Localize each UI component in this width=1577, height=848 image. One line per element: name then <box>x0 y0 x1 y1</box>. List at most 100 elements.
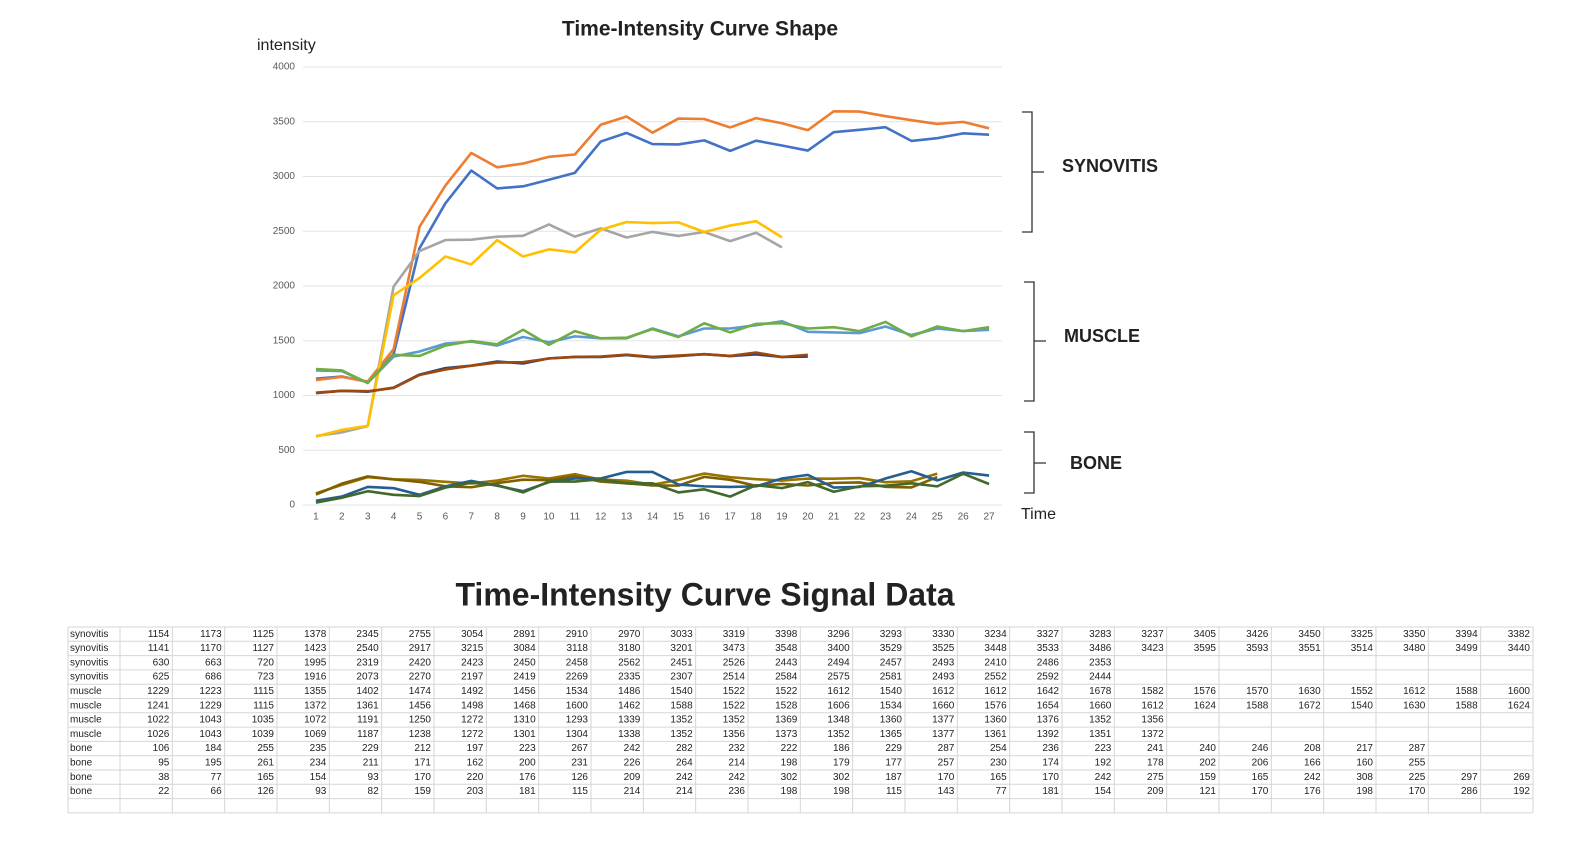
bracket <box>1024 431 1046 494</box>
table-cell: 115 <box>572 786 588 797</box>
table-cell: 198 <box>781 786 798 797</box>
table-cell: 2451 <box>670 657 693 668</box>
table-cell: 1540 <box>670 686 693 697</box>
series-line <box>315 472 938 495</box>
table-cell: 1576 <box>1194 686 1217 697</box>
table-cell: 3054 <box>461 629 484 640</box>
table-cell: 1624 <box>1194 700 1217 711</box>
table-cell: 211 <box>363 757 379 768</box>
table-cell: 223 <box>1095 743 1112 754</box>
table-cell: 261 <box>257 757 274 768</box>
table-cell: 254 <box>990 743 1007 754</box>
table-cell: 165 <box>1252 772 1269 783</box>
table-cell: 1272 <box>461 729 484 740</box>
table-cell: 1600 <box>566 700 589 711</box>
table-cell: 1456 <box>409 700 432 711</box>
table-cell: 3529 <box>880 643 903 654</box>
table-cell: 286 <box>1461 786 1478 797</box>
table-cell: 240 <box>1199 743 1216 754</box>
row-label: bone <box>70 757 93 768</box>
table-cell: 255 <box>1409 757 1426 768</box>
table-cell: 206 <box>1252 757 1269 768</box>
table-cell: 106 <box>153 743 170 754</box>
table-cell: 1606 <box>827 700 850 711</box>
table-cell: 1540 <box>880 686 903 697</box>
table-cell: 242 <box>728 772 745 783</box>
table-cell: 2353 <box>1089 657 1112 668</box>
table-cell: 1377 <box>932 729 955 740</box>
table-cell: 264 <box>676 757 693 768</box>
table-cell: 1600 <box>1508 686 1531 697</box>
table-cell: 1372 <box>1141 729 1164 740</box>
x-tick-label: 8 <box>494 512 500 523</box>
table-cell: 223 <box>519 743 536 754</box>
table-cell: 229 <box>885 743 902 754</box>
table-cell: 1043 <box>199 729 222 740</box>
table-cell: 1630 <box>1298 686 1321 697</box>
table-cell: 1522 <box>723 686 746 697</box>
chart-title: Time-Intensity Curve Shape <box>562 18 838 41</box>
table-cell: 2581 <box>880 672 903 683</box>
table-cell: 2514 <box>723 672 746 683</box>
table-cell: 3423 <box>1141 643 1164 654</box>
x-tick-label: 11 <box>570 512 581 523</box>
table-cell: 171 <box>414 757 431 768</box>
table-cell: 3486 <box>1089 643 1112 654</box>
table-cell: 198 <box>833 786 850 797</box>
table-cell: 242 <box>676 772 693 783</box>
row-label: synovitis <box>70 672 108 683</box>
table-cell: 2307 <box>670 672 693 683</box>
table-cell: 3327 <box>1037 629 1060 640</box>
table-cell: 1170 <box>200 643 222 654</box>
table-cell: 208 <box>1304 743 1321 754</box>
x-tick-label: 21 <box>828 512 840 523</box>
table-cell: 186 <box>833 743 850 754</box>
table-cell: 115 <box>886 786 902 797</box>
table-cell: 1293 <box>566 715 589 726</box>
table-cell: 165 <box>257 772 274 783</box>
row-label: muscle <box>70 715 102 726</box>
table-cell: 170 <box>414 772 431 783</box>
table-cell: 3350 <box>1403 629 1426 640</box>
table-cell: 192 <box>1513 786 1530 797</box>
table-cell: 2562 <box>618 657 641 668</box>
table-cell: 198 <box>1356 786 1373 797</box>
table-cell: 625 <box>153 672 170 683</box>
table-cell: 1660 <box>932 700 955 711</box>
table-cell: 3548 <box>775 643 798 654</box>
table-cell: 209 <box>624 772 641 783</box>
table-cell: 2269 <box>566 672 589 683</box>
table-cell: 236 <box>728 786 745 797</box>
table-cell: 2444 <box>1089 672 1112 683</box>
series-line <box>315 320 990 385</box>
table-cell: 1272 <box>461 715 484 726</box>
table-cell: 176 <box>1304 786 1321 797</box>
table-cell: 2540 <box>356 643 379 654</box>
table-cell: 3084 <box>513 643 536 654</box>
table-cell: 297 <box>1461 772 1478 783</box>
table-cell: 214 <box>676 786 693 797</box>
x-tick-label: 22 <box>854 512 866 523</box>
table-cell: 1612 <box>1403 686 1426 697</box>
table-cell: 1223 <box>199 686 222 697</box>
table-cell: 1191 <box>357 715 379 726</box>
table-cell: 234 <box>310 757 327 768</box>
bracket <box>1022 111 1044 233</box>
x-tick-label: 4 <box>391 512 397 523</box>
table-cell: 195 <box>205 757 222 768</box>
x-tick-label: 14 <box>647 512 659 523</box>
table-cell: 1588 <box>1455 686 1478 697</box>
x-tick-label: 18 <box>750 512 762 523</box>
table-cell: 1356 <box>723 729 746 740</box>
table-cell: 1026 <box>147 729 170 740</box>
row-label: bone <box>70 743 93 754</box>
table-cell: 3448 <box>984 643 1007 654</box>
y-tick-label: 1000 <box>273 390 296 401</box>
table-cell: 2270 <box>409 672 432 683</box>
table-cell: 3394 <box>1455 629 1478 640</box>
table-cell: 77 <box>996 786 1008 797</box>
table-cell: 1528 <box>775 700 798 711</box>
row-label: bone <box>70 772 93 783</box>
table-cell: 1351 <box>1089 729 1112 740</box>
